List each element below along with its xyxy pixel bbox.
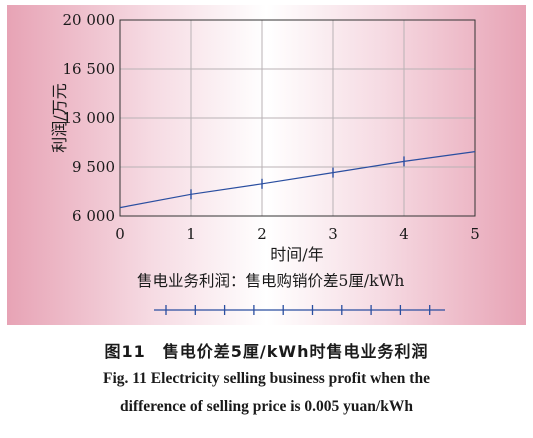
- y-tick-label: 6 000: [72, 207, 115, 225]
- figure-caption-english-line-1: Fig. 11 Electricity selling business pro…: [103, 370, 430, 387]
- y-tick-label: 16 500: [63, 60, 116, 78]
- x-tick-label: 1: [186, 225, 196, 243]
- y-tick-label: 13 000: [63, 109, 116, 127]
- figure-caption-chinese: 图11 售电价差5厘/kWh时售电业务利润: [104, 342, 429, 361]
- x-tick-labels: 0 1 2 3 4 5: [115, 225, 480, 243]
- series-line: [119, 151, 476, 209]
- legend-swatch: [154, 305, 445, 315]
- plot-frame: [119, 19, 476, 217]
- x-tick-label: 0: [115, 225, 125, 243]
- line-chart: 6 000 9 500 13 000 16 500 20 000 0 1 2 3 4 5 利润/万…: [50, 11, 480, 315]
- y-tick-labels: 6 000 9 500 13 000 16 500 20 000: [63, 11, 116, 225]
- x-axis-title: 时间/年: [270, 245, 323, 264]
- x-tick-label: 3: [328, 225, 338, 243]
- series: [119, 151, 476, 209]
- y-axis-title: 利润/万元: [50, 83, 69, 152]
- x-tick-label: 4: [399, 225, 409, 243]
- grid: [119, 19, 476, 217]
- legend-label: 售电业务利润：售电购销价差5厘/kWh: [137, 272, 404, 290]
- chart-panel: 6 000 9 500 13 000 16 500 20 000 0 1 2 3 4 5 利润/万…: [7, 5, 526, 325]
- y-tick-label: 9 500: [72, 158, 115, 176]
- x-tick-label: 5: [470, 225, 480, 243]
- y-tick-label: 20 000: [63, 11, 116, 29]
- figure-caption-english-line-2: difference of selling price is 0.005 yua…: [120, 398, 413, 415]
- x-tick-label: 2: [257, 225, 267, 243]
